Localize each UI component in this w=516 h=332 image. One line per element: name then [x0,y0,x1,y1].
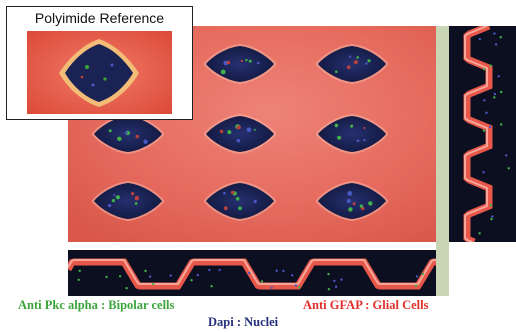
inset-well [65,44,133,102]
polyimide-reference-inset: Polyimide Reference [6,6,193,120]
main-image-svg [68,26,436,242]
well [91,180,165,222]
main-fluorescence-image [68,26,436,242]
well [91,113,165,155]
well [203,113,277,155]
well [203,43,277,85]
inset-image [27,31,172,114]
well [315,43,389,85]
horizontal-cross-section-image [68,250,436,296]
inset-title: Polyimide Reference [34,10,165,26]
legend-gfap: Anti GFAP : Glial Cells [303,298,429,312]
inset-image-svg [27,31,172,114]
legend-pkc-alpha: Anti Pkc alpha : Bipolar cells [18,298,175,312]
side-tissue-highlight [464,26,488,242]
bottom-tissue-highlight [68,259,436,285]
bottom-image-svg [68,250,436,296]
well [203,180,277,222]
vertical-cross-section-image [449,26,516,242]
bottom-tissue-profile [68,258,436,290]
side-image-svg [449,26,516,242]
well [315,180,389,222]
green-background-strip [436,26,449,296]
legend-dapi: Dapi : Nuclei [208,315,279,329]
well [315,113,389,155]
